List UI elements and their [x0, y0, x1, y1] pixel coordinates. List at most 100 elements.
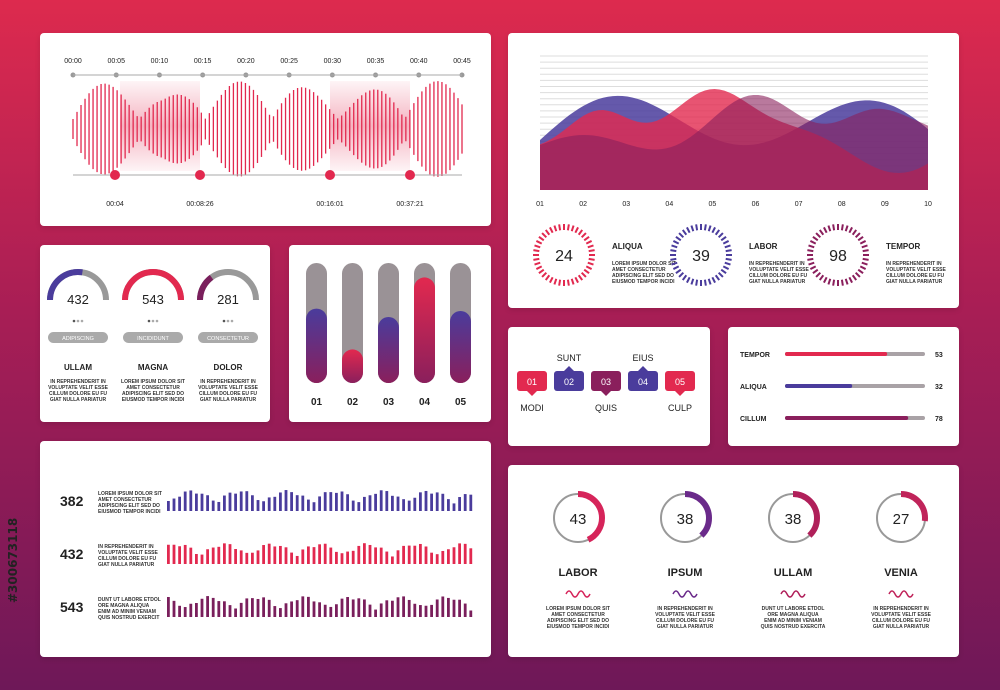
wave-row-bar [251, 598, 254, 617]
wave-row-bar [340, 553, 344, 564]
wave-row-bar [183, 491, 187, 511]
donut-text: IN REPREHENDERIT IN [873, 606, 929, 612]
wave-row-bar [469, 610, 473, 617]
wave-row-bar [318, 496, 321, 511]
wave-row-bar [172, 498, 176, 511]
wave-rows-panel: 382 LOREM IPSUM DOLOR SIT AMET CONSECTETUR… [40, 441, 491, 657]
dial-tick [535, 240, 543, 245]
dial-tick [840, 224, 844, 231]
donut-value: 43 [570, 511, 587, 528]
step-number: 03 [601, 377, 611, 387]
stock-id-text: #300673118 [6, 517, 20, 603]
bar-fill [342, 349, 363, 383]
dial-tick [671, 261, 678, 266]
wave-row-bar [463, 494, 467, 511]
bar-label: 04 [419, 397, 431, 408]
dial-tick [580, 232, 587, 239]
wave-row-bar [262, 545, 265, 564]
wave-row-bar [396, 496, 400, 511]
wave-row-bar [441, 550, 445, 564]
wave-row-value: 432 [60, 546, 84, 562]
wave-row-bar [368, 604, 372, 617]
dial-tick [844, 278, 849, 285]
wave-row-text: ADIPISCING ELIT SED DO [98, 503, 160, 509]
wave-row-bar [323, 543, 327, 564]
dial-tick [690, 225, 695, 232]
donut-segment [874, 491, 928, 545]
horizontal-bar-chart: TEMPOR 53 ALIQUA 32 CILLUM 78 [740, 352, 943, 423]
dial-tick [724, 261, 731, 266]
dial-tick [809, 240, 817, 245]
dial-tick [570, 278, 575, 285]
wave-row-bar [419, 543, 422, 564]
donut-text: ORE MAGNA ALIQUA [767, 612, 819, 618]
dial-tick [534, 244, 541, 249]
wave-row-bar [234, 608, 237, 617]
wave-row-bar [251, 552, 254, 564]
hbar-fill [785, 416, 909, 420]
dial-tick [558, 224, 562, 231]
wave-row-bar [447, 597, 450, 617]
step-box [665, 371, 695, 391]
wave-row-bar [435, 599, 439, 617]
dial-tick [538, 268, 545, 275]
wave-row-bar [200, 554, 204, 564]
wave-row-bar [430, 552, 433, 564]
wave-row-bar [223, 543, 226, 564]
donut-title: IPSUM [668, 567, 703, 579]
steps-diagram: 01 02 03 04 05 SUNT EIUS MODI QUIS CULP [517, 353, 695, 413]
dial-tick [861, 261, 868, 266]
wave-row-bar [195, 493, 198, 511]
step-box [628, 371, 658, 391]
wave-row-bar [200, 493, 204, 511]
time-mark-label: 00:00 [64, 58, 82, 65]
wave-row-bar [435, 492, 439, 511]
gauge-title: MAGNA [138, 363, 168, 372]
dial-tick [588, 249, 595, 253]
wave-row-bar [167, 544, 170, 564]
wave-row-bar [329, 492, 333, 511]
wave-row-bar [301, 495, 305, 511]
dial-tick [812, 268, 819, 275]
time-mark-label: 00:35 [367, 58, 385, 65]
gauge-value: 432 [67, 292, 89, 307]
dial-tick [818, 229, 825, 236]
wave-row-bar [346, 597, 349, 617]
hbar-label: TEMPOR [740, 352, 770, 359]
gauge-fill [197, 274, 214, 301]
wave-row-bar [301, 596, 305, 617]
wave-row-bar [206, 549, 209, 564]
gauge-text: EIUSMOD TEMPOR INCIDI [122, 397, 185, 403]
wave-row-bar [223, 495, 226, 511]
wave-row-bar [189, 603, 193, 617]
wave-row-bar [273, 496, 277, 511]
wave-row-bar [447, 549, 450, 564]
gauge-text: AMET CONSECTETUR [126, 385, 180, 391]
dial-title: LABOR [749, 242, 778, 251]
wave-row-bar [469, 548, 473, 564]
hbar-label: ALIQUA [740, 384, 767, 391]
dial-tick [707, 278, 712, 285]
donut-title: LABOR [558, 567, 597, 579]
dial-tick [541, 271, 548, 278]
dial-tick [544, 274, 551, 281]
wave-row-bar [256, 500, 260, 511]
donut-text: AMET CONSECTETUR [551, 612, 605, 618]
step-box [517, 371, 547, 391]
wave-row-bar [385, 600, 389, 617]
gauge-pill [123, 332, 183, 343]
wave-row-bar [200, 598, 204, 617]
wave-row-bar [357, 598, 361, 617]
step-number: 02 [564, 377, 574, 387]
page-dot [151, 319, 155, 323]
dial-tick [544, 229, 551, 236]
dial-tick [678, 232, 685, 239]
dial-tick [859, 265, 867, 270]
wave-row-text: CILLUM DOLORE EU FU [98, 556, 156, 562]
dial-tick [703, 279, 707, 286]
wave-row-bar [379, 603, 383, 617]
wave-row-bar [167, 501, 170, 511]
wave-row-bar [172, 544, 176, 564]
wave-row-bar [391, 495, 394, 511]
